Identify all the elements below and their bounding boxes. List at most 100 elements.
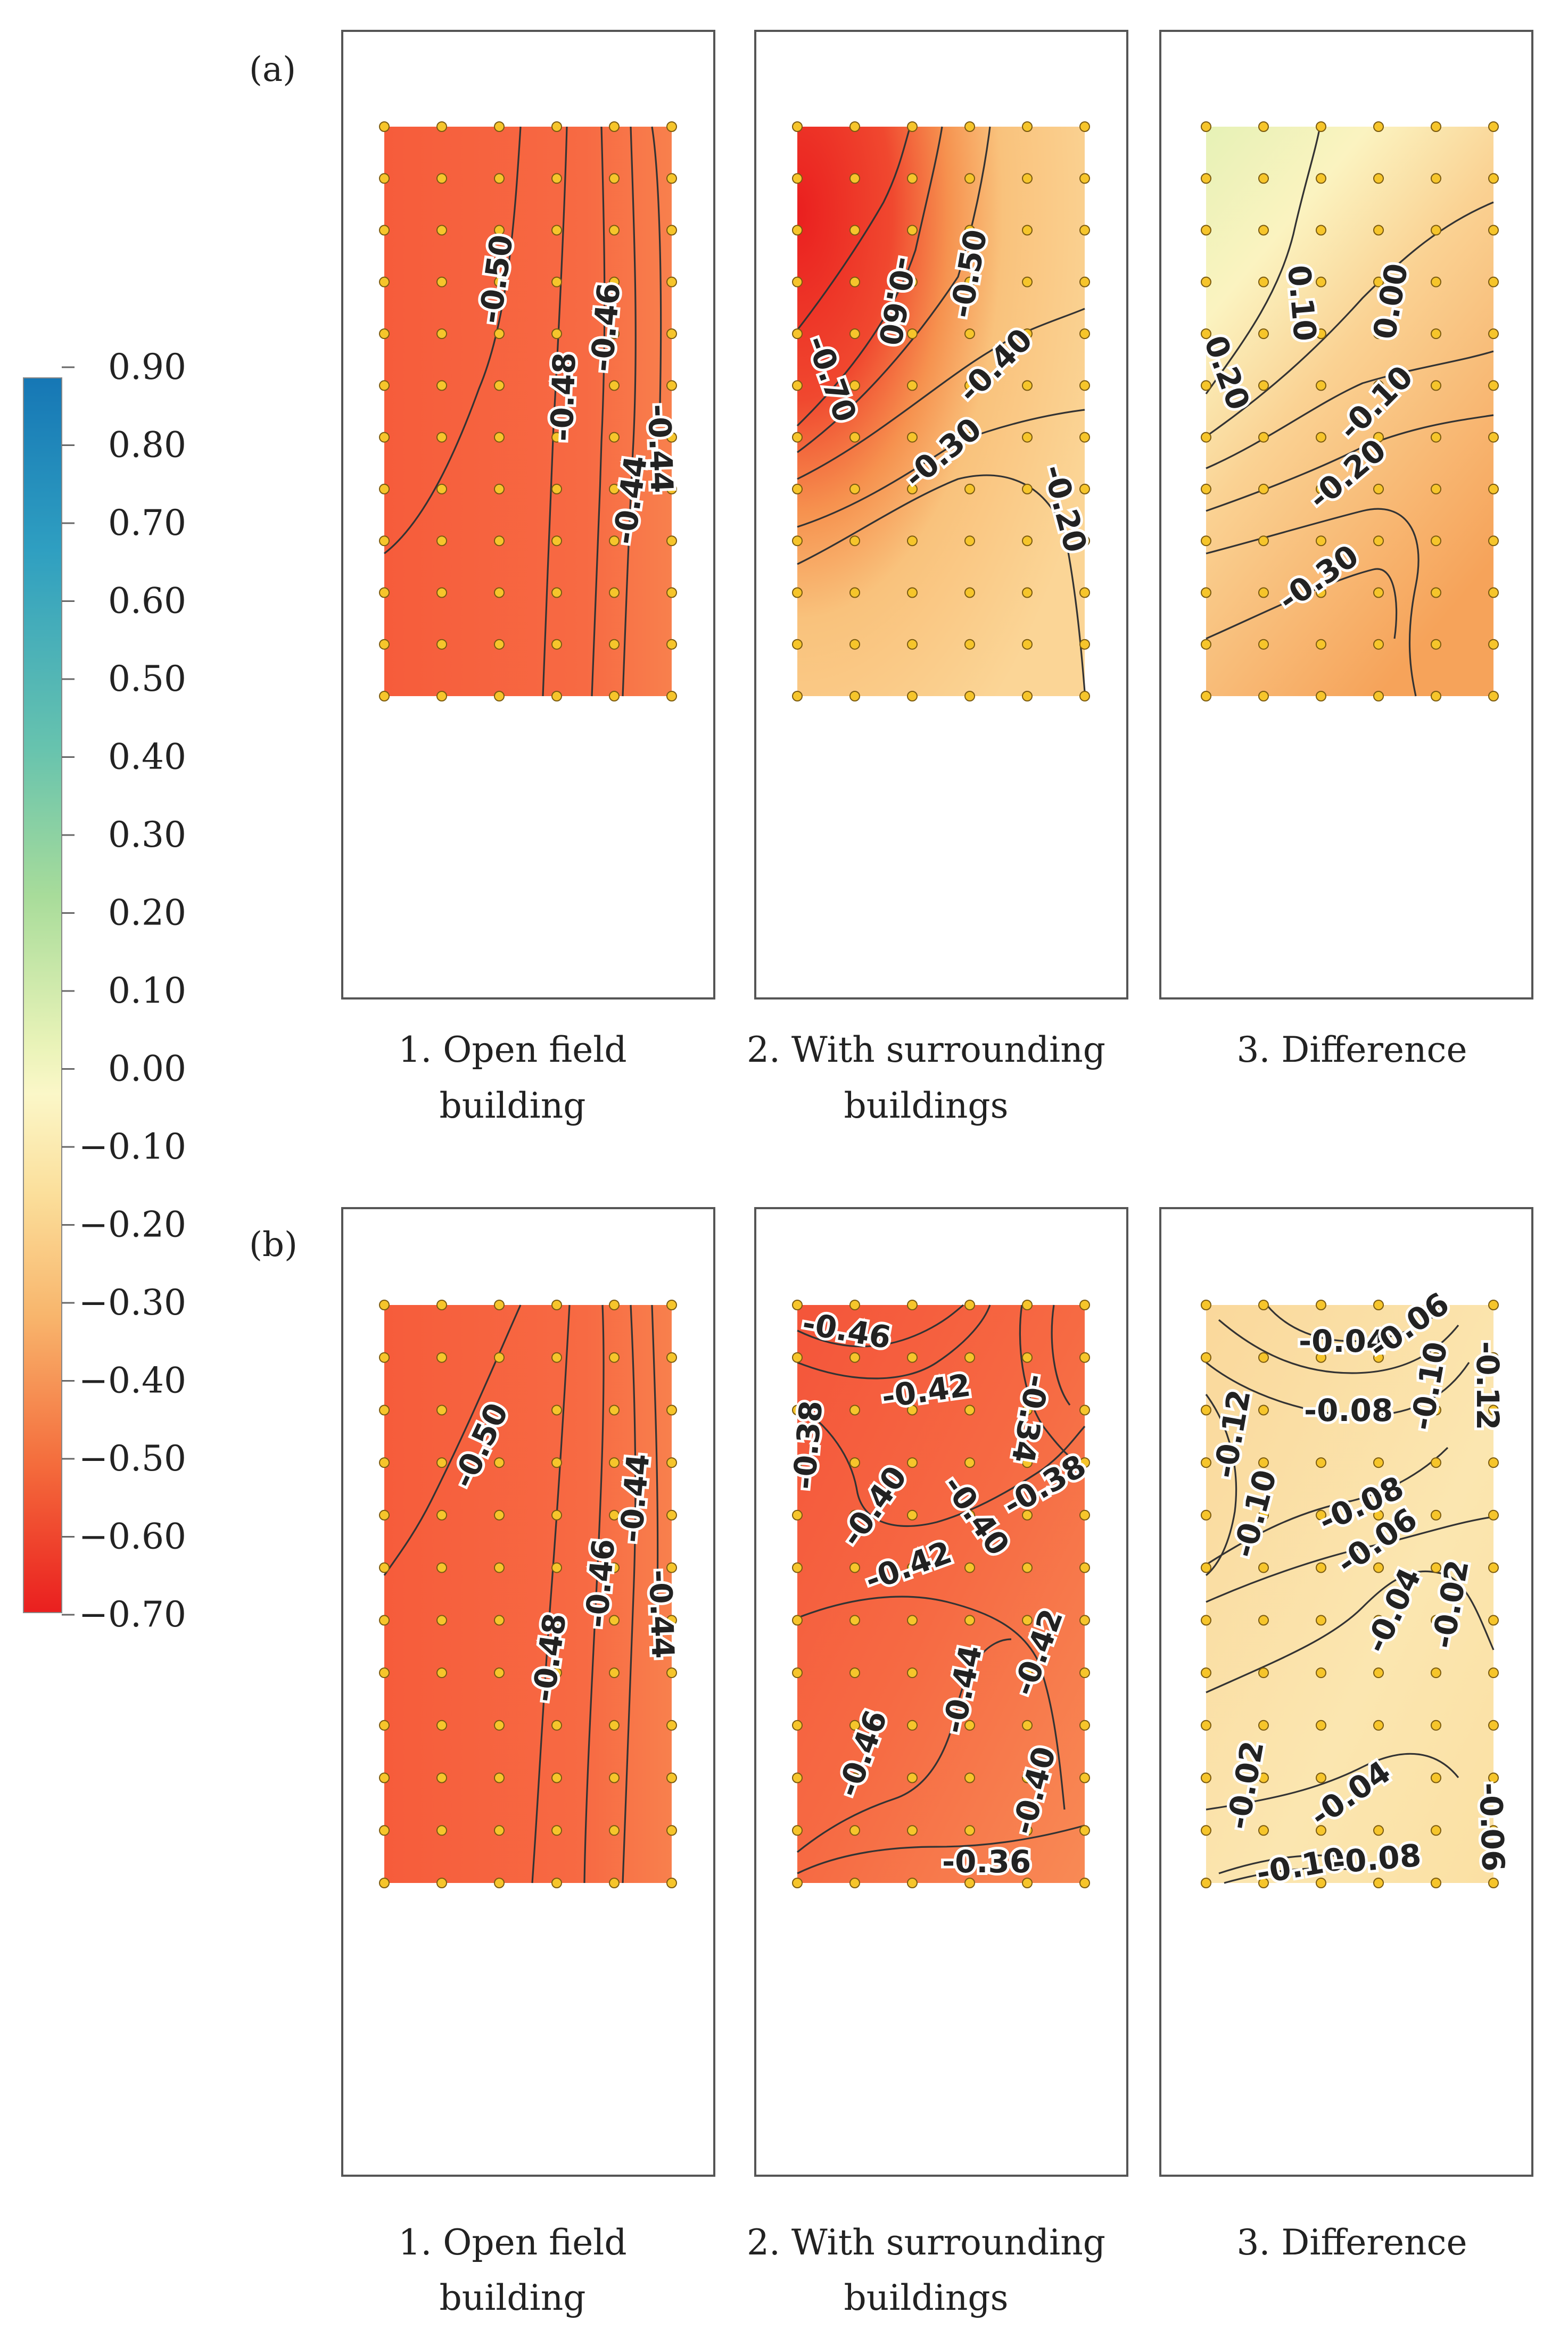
pressure-tap [1488, 639, 1499, 650]
panel-a1-open-field: -0.50 -0.48 -0.46 -0.44 -0.44 [341, 30, 715, 999]
pressure-tap [964, 1457, 975, 1468]
pressure-tap [1201, 1562, 1211, 1573]
pressure-tap [666, 1300, 677, 1310]
pressure-tap [379, 1615, 390, 1626]
pressure-tap [666, 483, 677, 494]
pressure-tap [907, 1300, 918, 1310]
pressure-tap [1079, 1352, 1090, 1363]
pressure-tap [494, 225, 505, 236]
pressure-tap [849, 691, 860, 701]
pressure-tap [1373, 276, 1384, 287]
pressure-tap [849, 1667, 860, 1679]
pressure-tap [1022, 432, 1033, 443]
pressure-tap [379, 1667, 390, 1679]
pressure-tap [1488, 1352, 1499, 1363]
pressure-tap [1431, 1300, 1441, 1310]
row-a: -0.50 -0.48 -0.46 -0.44 -0.44 1. Open fi… [341, 30, 1533, 1126]
colorbar-tick-label: −0.60 [79, 1516, 186, 1557]
pressure-tap [792, 380, 803, 391]
pressure-tap [1258, 639, 1269, 650]
pressure-tap [436, 1878, 447, 1888]
pressure-tap [1316, 276, 1326, 287]
pressure-tap [964, 691, 975, 701]
pressure-tap [1373, 1562, 1384, 1573]
pressure-tap [494, 535, 505, 547]
pressure-tap [1431, 587, 1441, 598]
pressure-tap [551, 1825, 562, 1836]
pressure-tap [666, 1405, 677, 1416]
pressure-tap [964, 380, 975, 391]
pressure-tap [1079, 432, 1090, 443]
pressure-tap [1431, 691, 1441, 701]
pressure-tap [849, 328, 860, 340]
pressure-tap [609, 276, 620, 287]
pressure-tap [1079, 1405, 1090, 1416]
pressure-tap [1201, 1457, 1211, 1468]
pressure-tap [849, 1352, 860, 1363]
pressure-tap [907, 380, 918, 391]
pressure-tap [609, 535, 620, 547]
pressure-tap [1488, 380, 1499, 391]
contour-label: -0.50 [472, 233, 521, 326]
contour-lines [1205, 126, 1494, 697]
pressure-tap [379, 483, 390, 494]
pressure-tap [1201, 225, 1211, 236]
pressure-tap [1079, 1562, 1090, 1573]
row-b: -0.50 -0.48 -0.46 -0.44 -0.44 1. Open fi… [341, 1207, 1533, 2318]
pressure-tap [1079, 1300, 1090, 1310]
pressure-tap [494, 1615, 505, 1626]
pressure-tap [436, 587, 447, 598]
pressure-tap [666, 1720, 677, 1731]
contour-label: -0.44 [641, 403, 680, 493]
pressure-tap [551, 1405, 562, 1416]
pressure-tap [1201, 535, 1211, 547]
pressure-tap [1316, 380, 1326, 391]
pressure-tap [1258, 1720, 1269, 1731]
pressure-tap [907, 1615, 918, 1626]
contour-label: -0.08 [1331, 1837, 1422, 1881]
contour-label: -0.44 [613, 1452, 656, 1544]
pressure-tap [609, 1878, 620, 1888]
pressure-tap [436, 535, 447, 547]
pressure-tap [1488, 1457, 1499, 1468]
pressure-tap [1079, 1772, 1090, 1783]
pressure-tap [436, 1825, 447, 1836]
pressure-tap [964, 1720, 975, 1731]
pressure-tap [379, 1825, 390, 1836]
pressure-tap [1258, 432, 1269, 443]
panel-b2-surrounding: -0.46 -0.42 -0.34 -0.38 -0.40 -0.40 -0.3… [754, 1207, 1128, 2177]
pressure-tap [907, 1667, 918, 1679]
pressure-tap [1431, 276, 1441, 287]
pressure-tap [1079, 691, 1090, 701]
contour-label: -0.38 [786, 1399, 829, 1491]
pressure-tap [436, 1457, 447, 1468]
pressure-tap [1373, 380, 1384, 391]
pressure-tap [1373, 587, 1384, 598]
pressure-tap [551, 1562, 562, 1573]
colorbar-tick-label: −0.50 [79, 1438, 186, 1479]
pressure-tap [792, 432, 803, 443]
pressure-tap [849, 225, 860, 236]
pressure-tap [964, 1772, 975, 1783]
pressure-tap [551, 1352, 562, 1363]
pressure-tap [792, 535, 803, 547]
pressure-tap [494, 1352, 505, 1363]
colorbar-tick-label: −0.30 [79, 1282, 186, 1323]
pressure-tap [792, 328, 803, 340]
pressure-tap [551, 380, 562, 391]
pressure-tap [1488, 121, 1499, 132]
pressure-tap [1201, 1772, 1211, 1783]
pressure-tap [609, 1300, 620, 1310]
pressure-tap [1373, 1405, 1384, 1416]
panel-a3-difference: 0.20 0.10 0.00 -0.10 -0.20 -0.30 [1159, 30, 1533, 999]
pressure-tap [1201, 1667, 1211, 1679]
pressure-tap [1022, 276, 1033, 287]
caption-b2-line2: buildings [844, 2277, 1009, 2318]
pressure-tap [1022, 225, 1033, 236]
pressure-tap [1201, 173, 1211, 184]
pressure-tap [436, 1509, 447, 1521]
pressure-tap [1488, 1667, 1499, 1679]
pressure-tap [849, 1825, 860, 1836]
pressure-tap [1258, 483, 1269, 494]
pressure-tap [792, 121, 803, 132]
